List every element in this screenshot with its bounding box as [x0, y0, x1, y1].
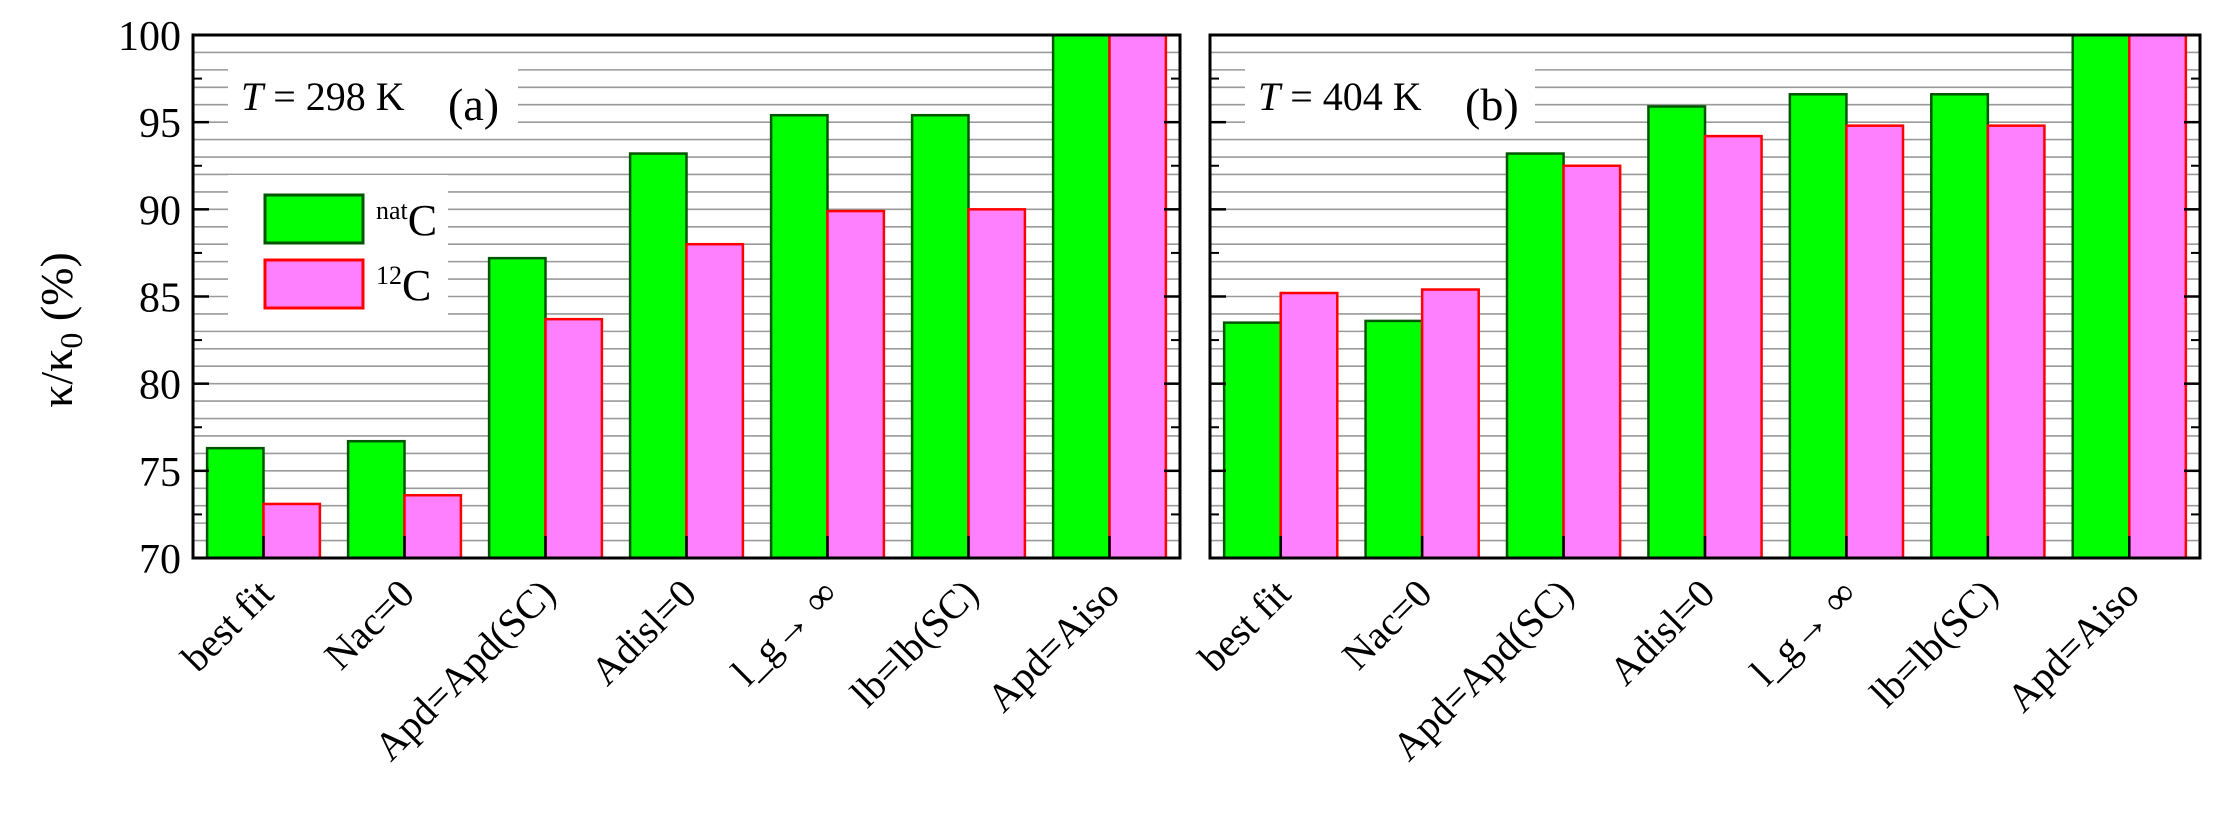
- x-tick-label: Apd=Aiso: [1998, 571, 2148, 721]
- bar-natC: [1051, 33, 1111, 560]
- bar-natC: [346, 439, 406, 560]
- bar-12C: [826, 209, 886, 560]
- y-axis-label-unit: (%): [31, 252, 82, 332]
- panel-label: (b): [1465, 79, 1519, 130]
- y-tick-label: 75: [139, 450, 181, 496]
- bar-12C: [1108, 33, 1168, 560]
- bar-natC: [1222, 321, 1282, 560]
- x-tick-label: Nac=0: [1333, 571, 1440, 678]
- annotation-background: [228, 62, 518, 124]
- bar-12C: [1986, 124, 2046, 560]
- temperature-annotation: T = 404 K: [1258, 74, 1422, 119]
- temperature-symbol: T: [1258, 74, 1283, 119]
- x-tick-label: Adisl=0: [582, 571, 705, 694]
- panel-label: (a): [448, 79, 499, 130]
- plot-frame: [1208, 33, 2202, 560]
- bar-natC: [1505, 152, 1565, 560]
- x-tick-label: Adisl=0: [1600, 571, 1723, 694]
- x-tick-label: lb=lb(SC): [842, 571, 987, 716]
- temperature-symbol: T: [241, 74, 266, 119]
- legend-isotope-superscript: 12: [376, 261, 402, 290]
- x-tick-label: lb=lb(SC): [1861, 571, 2006, 716]
- bar-natC: [1364, 319, 1424, 560]
- y-tick-label: 85: [139, 276, 181, 322]
- y-axis-label-main: κ/κ: [31, 349, 82, 408]
- y-tick-label: 80: [139, 363, 181, 409]
- bar-12C: [2128, 33, 2188, 560]
- temperature-annotation: T = 298 K: [241, 74, 405, 119]
- y-axis-label: κ/κ0 (%): [31, 252, 89, 408]
- y-tick-label: 70: [139, 537, 181, 583]
- bar-natC: [628, 152, 688, 560]
- x-tick-label: Apd=Aiso: [978, 571, 1128, 721]
- bar-12C: [262, 502, 322, 560]
- bar-natC: [1788, 93, 1848, 560]
- bar-natC: [2071, 33, 2131, 560]
- x-tick-label: best fit: [1189, 571, 1299, 681]
- legend-element-symbol: C: [402, 261, 431, 310]
- bar-natC: [1647, 105, 1707, 560]
- temperature-value: = 404 K: [1280, 74, 1422, 119]
- bar-12C: [544, 317, 604, 560]
- bar-12C: [967, 208, 1027, 560]
- x-tick-label: best fit: [172, 571, 282, 681]
- temperature-value: = 298 K: [263, 74, 405, 119]
- bar-12C: [1562, 164, 1622, 560]
- legend-element-symbol: C: [408, 196, 437, 245]
- bar-12C: [1279, 291, 1339, 560]
- bar-natC: [1930, 93, 1990, 560]
- x-tick-label: l_g→ ∞: [722, 571, 845, 694]
- bar-12C: [685, 242, 745, 560]
- bar-natC: [487, 256, 547, 560]
- y-tick-label: 95: [139, 101, 181, 147]
- legend-swatch-natC: [263, 193, 365, 245]
- bar-natC: [910, 113, 970, 560]
- bar-12C: [403, 493, 463, 560]
- bar-natC: [205, 446, 265, 560]
- legend-label-12C: 12C: [376, 261, 431, 310]
- y-axis-label-sub: 0: [53, 333, 89, 349]
- x-tick-label: l_g→ ∞: [1741, 571, 1864, 694]
- bar-12C: [1703, 134, 1763, 560]
- legend-label-natC: natC: [376, 196, 437, 245]
- bar-natC: [769, 113, 829, 560]
- legend-isotope-superscript: nat: [376, 196, 409, 225]
- plot-frame: [191, 33, 1182, 560]
- bar-12C: [1420, 288, 1480, 560]
- legend-swatch-12C: [263, 258, 365, 310]
- bar-12C: [1845, 124, 1905, 560]
- y-tick-label: 90: [139, 188, 181, 234]
- x-tick-label: Nac=0: [315, 571, 422, 678]
- annotation-background: [1245, 62, 1535, 124]
- y-tick-label: 100: [118, 14, 181, 60]
